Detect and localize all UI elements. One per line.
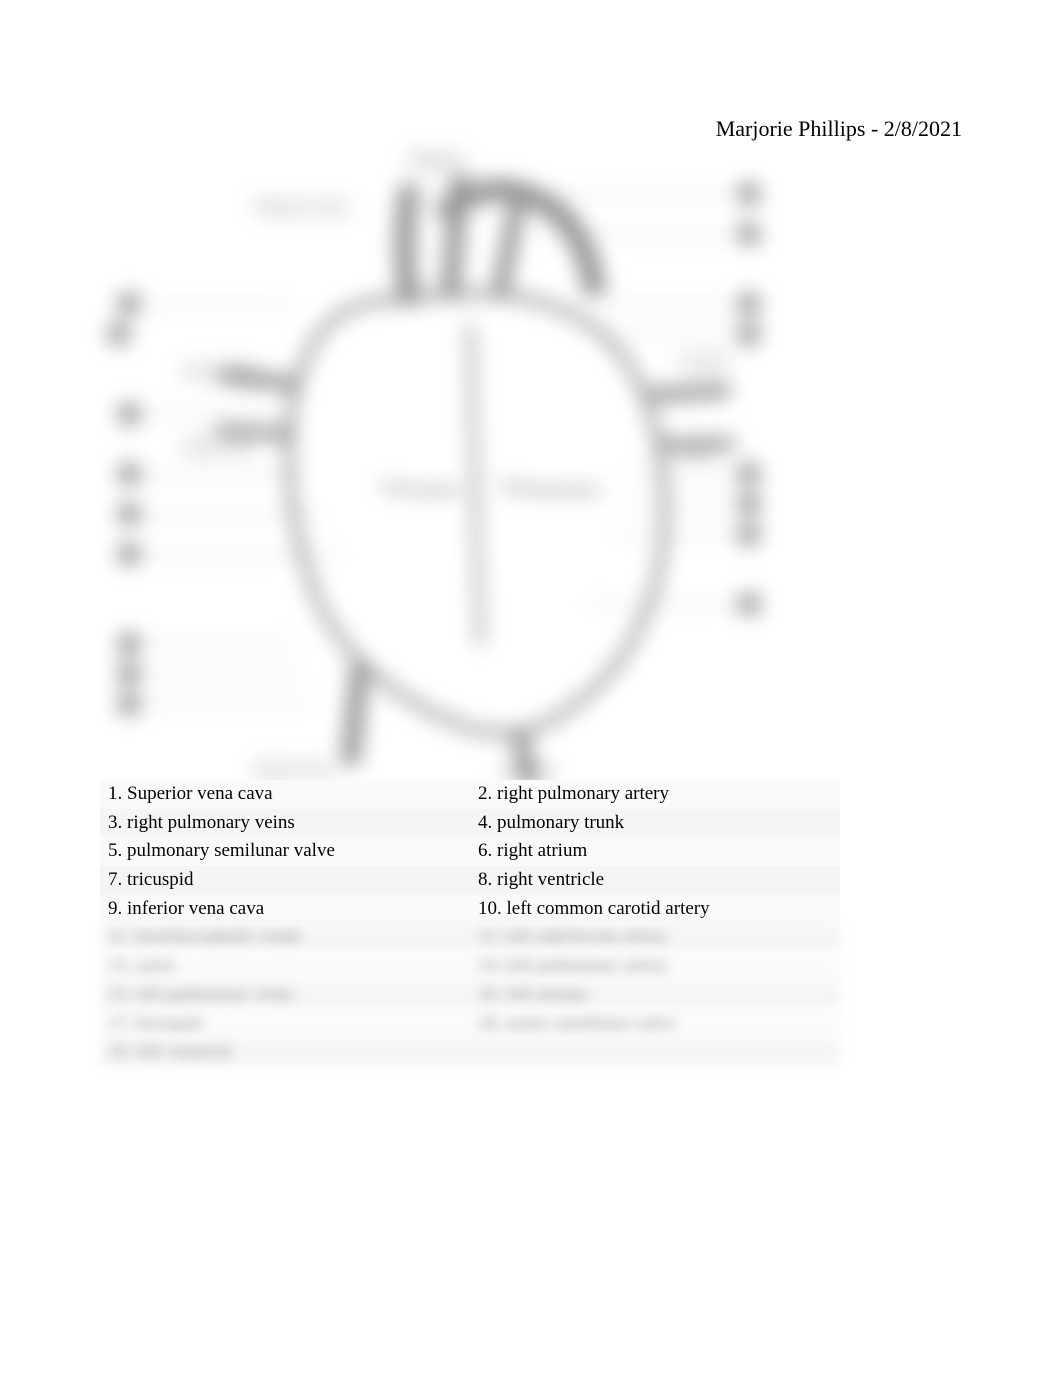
header-separator: - <box>865 116 883 141</box>
answer-cell: 9. inferior vena cava <box>100 895 470 924</box>
answer-cell: 11. brachiocephalic trunk <box>100 923 470 952</box>
diagram-marker <box>740 525 758 543</box>
diagram-marker <box>120 665 138 683</box>
diagram-bottom-left: Heart in situ <box>255 763 330 779</box>
diagram-marker <box>740 595 758 613</box>
leader-line <box>530 194 740 195</box>
leader-line <box>138 474 298 475</box>
document-header: Marjorie Phillips - 2/8/2021 <box>716 116 962 142</box>
answer-cell: 12. left subclavian artery <box>470 923 840 952</box>
diagram-marker <box>740 225 758 243</box>
diagram-marker <box>120 505 138 523</box>
leader-line <box>138 304 288 305</box>
answer-row-blurred: 11. brachiocephalic trunk 12. left subcl… <box>100 923 840 952</box>
diagram-marker <box>740 465 758 483</box>
answer-cell: 13. aorta <box>100 952 470 981</box>
answer-cell: 2. right pulmonary artery <box>470 780 840 809</box>
diagram-right-label-2: Veins <box>680 445 712 461</box>
leader-line <box>138 674 298 675</box>
diagram-marker <box>120 545 138 563</box>
answer-row-blurred: 15. left pulmonary veins 16. left atrium <box>100 981 840 1010</box>
answer-cell: 17. bicuspid <box>100 1010 470 1039</box>
diagram-marker <box>120 635 138 653</box>
diagram-top-label: Diagram <box>410 153 463 169</box>
leader-line <box>138 554 338 555</box>
leader-line <box>610 334 740 335</box>
answer-cell: 3. right pulmonary veins <box>100 809 470 838</box>
leader-line <box>138 514 318 515</box>
answer-cell: 6. right atrium <box>470 837 840 866</box>
diagram-marker <box>740 295 758 313</box>
answer-cell: 8. right ventricle <box>470 866 840 895</box>
diagram-left-label-3: Heart wall <box>185 440 248 456</box>
answer-cell: 19. left ventricle <box>100 1038 470 1067</box>
answer-row-blurred: 13. aorta 14. left pulmonary artery <box>100 952 840 981</box>
answer-cell: 10. left common carotid artery <box>470 895 840 924</box>
diagram-marker <box>740 325 758 343</box>
diagram-marker <box>110 325 128 343</box>
answer-table-body: 1. Superior vena cava 2. right pulmonary… <box>100 780 840 1067</box>
document-date: 2/8/2021 <box>884 116 962 141</box>
leader-line <box>138 414 288 415</box>
answer-row: 1. Superior vena cava 2. right pulmonary… <box>100 780 840 809</box>
answer-cell: 15. left pulmonary veins <box>100 981 470 1010</box>
answer-row: 3. right pulmonary veins 4. pulmonary tr… <box>100 809 840 838</box>
heart-diagram: Diagram Thoracic cavity Pericardium Hear… <box>100 145 860 785</box>
answer-cell: 4. pulmonary trunk <box>470 809 840 838</box>
leader-line <box>138 704 308 705</box>
diagram-right-label-1: Arteries <box>680 355 729 371</box>
answer-row: 9. inferior vena cava 10. left common ca… <box>100 895 840 924</box>
leader-line <box>600 304 740 305</box>
answer-row-blurred: 17. bicuspid 18. aortic semilunar valve <box>100 1010 840 1039</box>
diagram-marker <box>120 465 138 483</box>
diagram-left-label-1: Thoracic cavity <box>255 200 348 216</box>
diagram-marker <box>120 405 138 423</box>
answer-cell: 1. Superior vena cava <box>100 780 470 809</box>
author-name: Marjorie Phillips <box>716 116 866 141</box>
answer-cell: 14. left pulmonary artery <box>470 952 840 981</box>
leader-line <box>138 644 288 645</box>
diagram-marker <box>740 185 758 203</box>
leader-line <box>630 504 740 505</box>
answer-cell: 18. aortic semilunar valve <box>470 1010 840 1039</box>
answer-cell <box>470 1038 840 1067</box>
answer-cell: 7. tricuspid <box>100 866 470 895</box>
diagram-bottom-right: Ventricle <box>500 765 554 781</box>
answer-cell: 5. pulmonary semilunar valve <box>100 837 470 866</box>
leader-line <box>620 534 740 535</box>
leader-line <box>590 604 740 605</box>
diagram-left-label-2: Pericardium <box>185 365 260 381</box>
diagram-marker <box>120 695 138 713</box>
leader-line <box>630 474 740 475</box>
leader-line <box>550 234 740 235</box>
answer-row: 7. tricuspid 8. right ventricle <box>100 866 840 895</box>
diagram-marker <box>120 295 138 313</box>
answer-cell: 16. left atrium <box>470 981 840 1010</box>
answer-row: 5. pulmonary semilunar valve 6. right at… <box>100 837 840 866</box>
answer-row-blurred: 19. left ventricle <box>100 1038 840 1067</box>
diagram-marker <box>740 495 758 513</box>
answer-table: 1. Superior vena cava 2. right pulmonary… <box>100 780 840 1067</box>
